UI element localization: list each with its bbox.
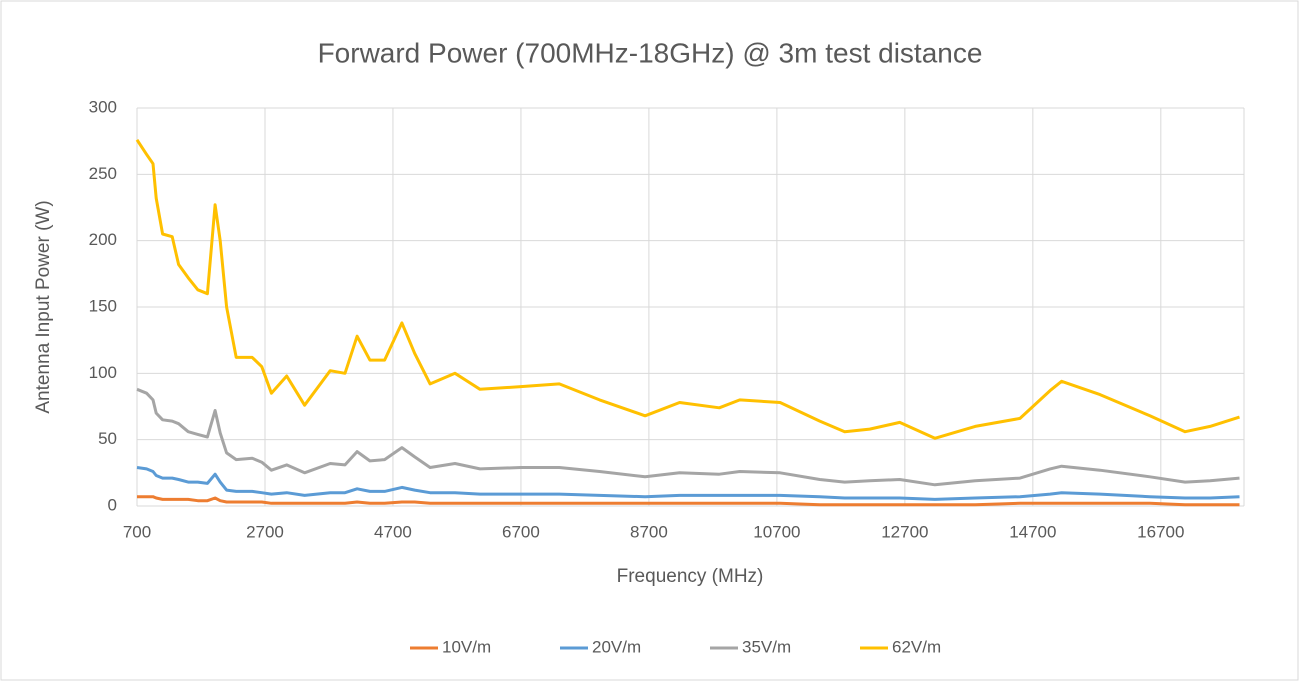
x-tick-label: 10700 xyxy=(753,522,800,541)
legend-label: 10V/m xyxy=(442,637,491,656)
y-tick-label: 300 xyxy=(89,97,117,116)
x-tick-label: 4700 xyxy=(374,522,412,541)
y-tick-label: 250 xyxy=(89,164,117,183)
x-tick-label: 12700 xyxy=(881,522,928,541)
x-axis-label: Frequency (MHz) xyxy=(617,566,764,587)
x-tick-label: 2700 xyxy=(246,522,284,541)
series-line xyxy=(137,495,1240,507)
legend-label: 62V/m xyxy=(892,637,941,656)
x-tick-label: 700 xyxy=(123,522,151,541)
x-tick-label: 8700 xyxy=(630,522,668,541)
series-line xyxy=(136,387,1240,487)
legend-label: 20V/m xyxy=(592,637,641,656)
x-tick-label: 14700 xyxy=(1009,522,1056,541)
x-tick-label: 16700 xyxy=(1137,522,1184,541)
x-tick-label: 6700 xyxy=(502,522,540,541)
y-axis-label: Antenna Input Power (W) xyxy=(33,200,54,413)
series-line xyxy=(135,138,1240,440)
y-tick-label: 150 xyxy=(89,296,117,315)
y-tick-label: 50 xyxy=(98,429,117,448)
chart-title: Forward Power (700MHz-18GHz) @ 3m test d… xyxy=(318,37,983,68)
y-tick-label: 0 xyxy=(108,495,117,514)
series-line xyxy=(136,466,1240,501)
y-tick-label: 200 xyxy=(89,230,117,249)
y-tick-label: 100 xyxy=(89,363,117,382)
legend-label: 35V/m xyxy=(742,637,791,656)
